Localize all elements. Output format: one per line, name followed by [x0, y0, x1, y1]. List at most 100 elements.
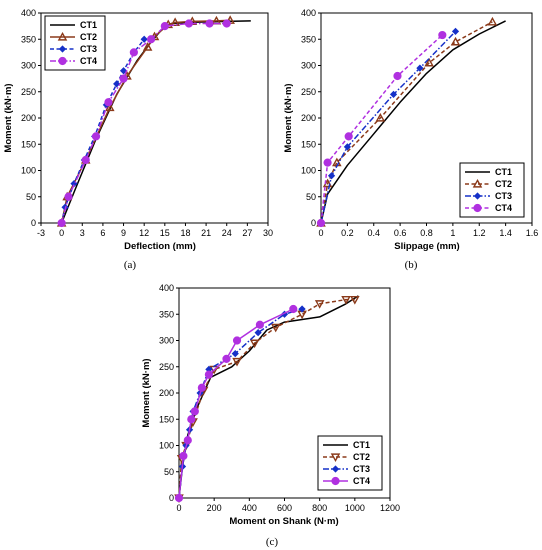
y-tick-label-a: 250: [21, 87, 36, 97]
data-point-ct2-c: [350, 295, 360, 305]
data-point-ct4-a: [119, 74, 128, 83]
data-point-ct4-a: [129, 48, 138, 57]
x-tick-label-b: 0: [318, 228, 323, 238]
legend-label-ct1-c: CT1: [353, 440, 370, 450]
data-point-ct2-c: [341, 295, 351, 305]
y-tick-label-a: 100: [21, 166, 36, 176]
legend-label-ct1-a: CT1: [80, 20, 97, 30]
x-tick-label-b: 1.6: [526, 228, 539, 238]
data-point-ct3-b: [343, 143, 351, 151]
data-point-ct4-b: [316, 218, 326, 228]
data-point-ct4-a: [205, 19, 214, 28]
x-tick-label-a: 12: [139, 228, 149, 238]
x-tick-label-a: 27: [242, 228, 252, 238]
x-tick-label-c: 800: [312, 503, 327, 513]
legend-marker-ct2-b: [472, 178, 483, 188]
panel-caption-a: (a): [124, 259, 137, 271]
y-tick-label-a: 300: [21, 61, 36, 71]
data-point-ct3-a: [119, 67, 128, 75]
data-point-ct4-c: [190, 407, 199, 416]
y-tick-label-c: 0: [169, 493, 174, 503]
y-tick-label-b: 200: [301, 113, 316, 123]
data-point-ct4-b: [393, 71, 402, 81]
y-tick-label-a: 150: [21, 139, 36, 149]
data-point-ct4-c: [187, 415, 196, 424]
data-point-ct3-b: [389, 90, 398, 98]
legend-marker-ct4-b: [473, 203, 482, 213]
x-axis-label-c: Moment on Shank (N·m): [229, 516, 338, 527]
data-point-ct4-a: [146, 35, 156, 44]
y-tick-label-a: 400: [21, 8, 36, 18]
legend-marker-ct4-c: [331, 476, 340, 486]
legend-marker-ct3-a: [58, 45, 67, 53]
y-tick-label-b: 400: [301, 8, 316, 18]
x-tick-label-b: 0.2: [341, 228, 354, 238]
legend-box-b: [459, 162, 525, 218]
data-point-ct4-c: [232, 336, 242, 345]
x-tick-label-b: 0.6: [394, 228, 407, 238]
y-tick-label-a: 350: [21, 34, 36, 44]
x-tick-label-a: 21: [201, 228, 211, 238]
legend-marker-ct4-a: [58, 56, 67, 66]
data-point-ct4-a: [57, 218, 66, 228]
x-axis-label-a: Deflection (mm): [124, 241, 196, 252]
data-point-ct3-b: [451, 27, 460, 35]
x-tick-label-c: 600: [277, 503, 292, 513]
data-point-ct4-a: [184, 19, 193, 28]
legend-marker-ct3-c: [331, 465, 340, 473]
x-tick-label-b: 1.2: [473, 228, 486, 238]
data-point-ct3-c: [254, 329, 262, 337]
legend-label-ct4-c: CT4: [353, 476, 370, 486]
data-point-ct3-a: [113, 80, 121, 88]
legend-label-ct2-b: CT2: [495, 179, 512, 189]
data-point-ct4-a: [91, 132, 101, 141]
y-tick-label-c: 300: [159, 336, 174, 346]
data-point-ct2-b: [450, 36, 461, 46]
y-tick-label-b: 150: [301, 139, 316, 149]
panel-caption-c: (c): [266, 536, 279, 548]
y-tick-label-c: 50: [164, 467, 174, 477]
x-axis-label-b: Slippage (mm): [394, 241, 459, 252]
legend-label-ct2-c: CT2: [353, 452, 370, 462]
y-axis-label-a: Moment (kN·m): [3, 83, 14, 152]
series-line-ct1-c: [178, 295, 359, 499]
x-tick-label-a: 3: [80, 228, 85, 238]
data-point-ct2-c: [232, 357, 242, 367]
x-tick-label-a: 15: [160, 228, 170, 238]
legend-box-c: [317, 435, 383, 491]
legend-marker-ct2-c: [330, 453, 341, 463]
legend-label-ct2-a: CT2: [80, 32, 97, 42]
y-tick-label-b: 0: [311, 218, 316, 228]
series-group-c: [174, 295, 360, 504]
x-tick-label-a: 9: [121, 228, 126, 238]
y-tick-label-a: 50: [26, 192, 36, 202]
y-tick-label-b: 300: [301, 61, 316, 71]
data-point-ct4-c: [179, 451, 188, 461]
x-tick-label-a: 18: [180, 228, 190, 238]
data-point-ct4-c: [222, 354, 231, 363]
x-tick-label-c: 200: [207, 503, 222, 513]
legend-label-ct1-b: CT1: [495, 167, 512, 177]
data-point-ct4-c: [255, 320, 264, 329]
y-tick-label-c: 350: [159, 309, 174, 319]
series-group-a: [56, 15, 251, 228]
data-point-ct2-b: [375, 112, 386, 122]
y-tick-label-b: 100: [301, 166, 316, 176]
data-point-ct4-a: [222, 19, 231, 28]
legend-label-ct4-a: CT4: [80, 56, 97, 66]
data-point-ct4-b: [323, 158, 332, 167]
y-tick-label-b: 350: [301, 34, 316, 44]
data-point-ct3-a: [140, 35, 148, 43]
data-point-ct2-c: [249, 339, 260, 349]
y-tick-label-b: 50: [306, 192, 316, 202]
x-tick-label-b: 1.4: [499, 228, 512, 238]
series-line-ct1-b: [320, 20, 506, 224]
data-point-ct2-b: [487, 16, 498, 26]
data-point-ct2-a: [170, 17, 180, 27]
data-point-ct2-c: [270, 323, 281, 333]
legend-label-ct3-b: CT3: [495, 191, 512, 201]
data-point-ct4-a: [104, 98, 113, 107]
x-tick-label-a: 30: [263, 228, 273, 238]
series-group-b: [316, 16, 506, 228]
